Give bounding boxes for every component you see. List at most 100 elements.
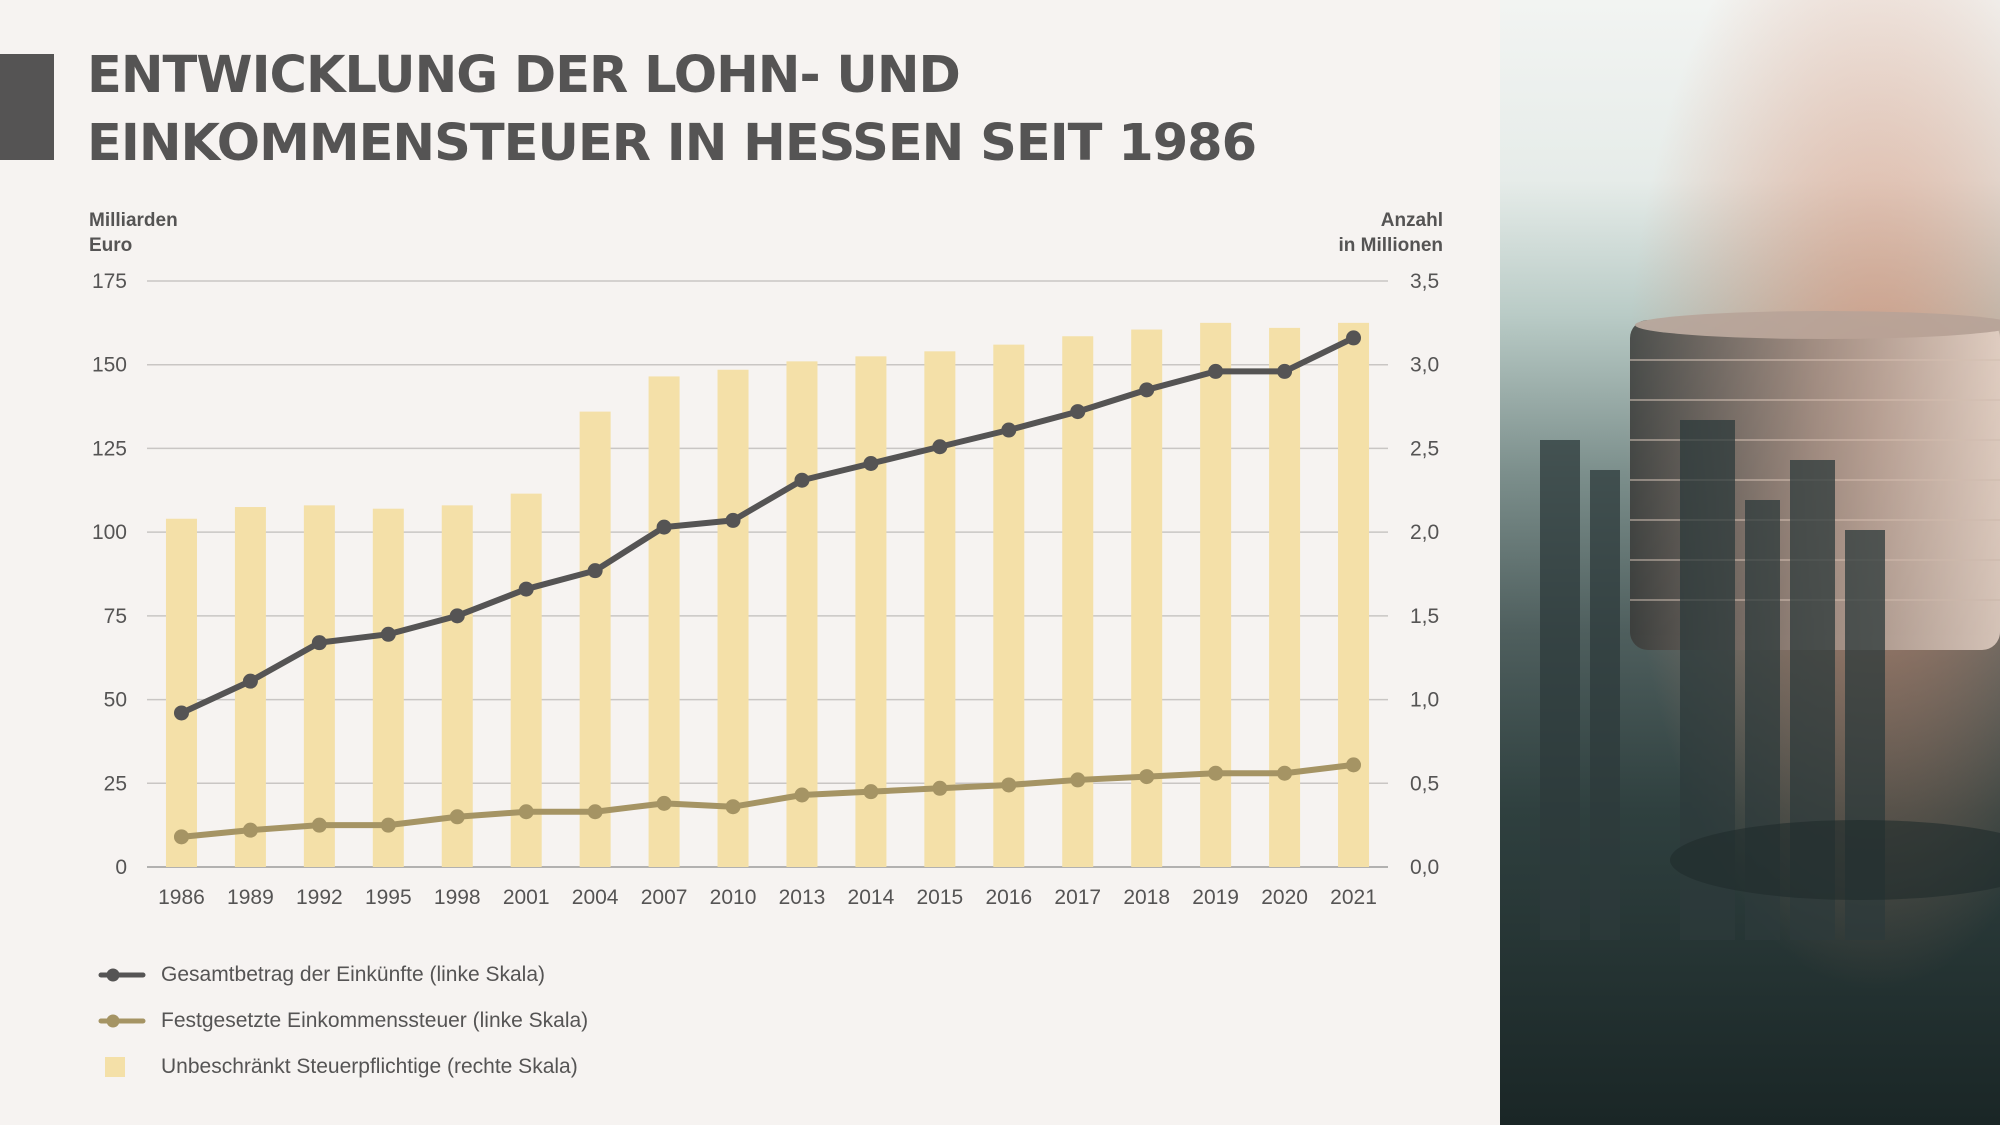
data-point bbox=[380, 817, 396, 833]
data-point bbox=[656, 519, 672, 535]
data-point bbox=[1139, 382, 1155, 398]
data-point bbox=[1070, 404, 1086, 420]
data-point bbox=[1139, 769, 1155, 785]
left-axis-title: Milliarden Euro bbox=[89, 208, 178, 258]
data-point bbox=[725, 799, 741, 815]
bar bbox=[165, 518, 197, 867]
chart-title-line-2: EINKOMMENSTEUER IN HESSEN SEIT 1986 bbox=[87, 114, 1257, 173]
y-left-tick-label: 0 bbox=[115, 856, 127, 879]
bar bbox=[579, 411, 611, 867]
chart-title-line-1: ENTWICKLUNG DER LOHN- UND bbox=[87, 46, 961, 105]
data-point bbox=[932, 780, 948, 796]
data-point bbox=[173, 829, 189, 845]
data-point bbox=[1346, 757, 1362, 773]
x-tick-label: 2019 bbox=[1192, 886, 1239, 909]
x-tick-label: 2001 bbox=[503, 886, 550, 909]
bar bbox=[1338, 322, 1370, 867]
bar bbox=[717, 369, 749, 867]
data-point bbox=[242, 822, 258, 838]
y-left-tick-label: 25 bbox=[104, 772, 127, 795]
x-tick-label: 2020 bbox=[1261, 886, 1308, 909]
bar bbox=[1269, 327, 1301, 867]
bar bbox=[1131, 329, 1163, 867]
data-point bbox=[932, 439, 948, 455]
x-tick-label: 2007 bbox=[641, 886, 688, 909]
legend-line-marker-icon bbox=[98, 968, 146, 982]
legend-dot bbox=[106, 968, 120, 982]
x-tick-label: 1998 bbox=[434, 886, 481, 909]
data-point bbox=[587, 804, 603, 820]
left-axis-title-line-2: Euro bbox=[89, 235, 133, 256]
series-line bbox=[178, 334, 1357, 716]
data-point bbox=[311, 817, 327, 833]
legend-item-gesamtbetrag: Gesamtbetrag der Einkünfte (linke Skala) bbox=[97, 952, 588, 998]
x-tick-label: 2004 bbox=[572, 886, 619, 909]
data-point bbox=[794, 472, 810, 488]
y-right-tick-label: 0,0 bbox=[1410, 856, 1439, 879]
x-tick-label: 2014 bbox=[848, 886, 895, 909]
data-point bbox=[311, 635, 327, 651]
y-left-tick-label: 50 bbox=[104, 689, 127, 712]
chart-title: ENTWICKLUNG DER LOHN- UND EINKOMMENSTEUE… bbox=[87, 42, 1257, 178]
data-point bbox=[1346, 330, 1362, 346]
x-tick-label: 2017 bbox=[1054, 886, 1101, 909]
x-tick-label: 2015 bbox=[917, 886, 964, 909]
y-right-tick-label: 3,5 bbox=[1410, 270, 1439, 293]
bar bbox=[372, 508, 404, 867]
coins-photo-illustration bbox=[1500, 0, 2000, 1125]
bar bbox=[303, 505, 335, 867]
y-right-tick-label: 1,0 bbox=[1410, 689, 1439, 712]
y-right-tick-label: 2,0 bbox=[1410, 521, 1439, 544]
data-point bbox=[863, 784, 879, 800]
x-tick-label: 1989 bbox=[227, 886, 274, 909]
bar bbox=[441, 505, 473, 867]
x-tick-label: 1995 bbox=[365, 886, 412, 909]
bar bbox=[648, 376, 680, 867]
data-point bbox=[242, 673, 258, 689]
data-point bbox=[518, 581, 534, 597]
x-tick-label: 1992 bbox=[296, 886, 343, 909]
right-axis-title-line-1: Anzahl bbox=[1380, 210, 1443, 231]
legend-label: Gesamtbetrag der Einkünfte (linke Skala) bbox=[161, 963, 546, 986]
legend-swatch bbox=[105, 1057, 125, 1077]
bar bbox=[786, 361, 818, 867]
data-point bbox=[380, 626, 396, 642]
legend-line-marker-icon bbox=[98, 1014, 146, 1028]
data-point bbox=[863, 455, 879, 471]
legend-item-steuerpflichtige: Unbeschränkt Steuerpflichtige (rechte Sk… bbox=[97, 1044, 588, 1090]
right-axis-title: Anzahl in Millionen bbox=[1339, 208, 1444, 258]
data-point bbox=[449, 608, 465, 624]
data-point bbox=[1277, 363, 1293, 379]
legend-item-einkommenssteuer: Festgesetzte Einkommenssteuer (linke Ska… bbox=[97, 998, 588, 1044]
coin-reflection bbox=[1670, 820, 2000, 900]
y-right-tick-label: 0,5 bbox=[1410, 772, 1439, 795]
coins-city-photo bbox=[1500, 0, 2000, 1125]
y-right-tick-label: 3,0 bbox=[1410, 354, 1439, 377]
data-point bbox=[1208, 363, 1224, 379]
data-point bbox=[1070, 772, 1086, 788]
bar bbox=[855, 356, 887, 867]
title-accent-bar bbox=[0, 54, 54, 160]
data-point bbox=[1001, 777, 1017, 793]
data-point bbox=[1277, 765, 1293, 781]
legend: Gesamtbetrag der Einkünfte (linke Skala)… bbox=[97, 952, 588, 1090]
y-left-tick-label: 175 bbox=[92, 270, 127, 293]
x-tick-label: 2013 bbox=[779, 886, 826, 909]
x-tick-label: 2010 bbox=[710, 886, 757, 909]
data-point bbox=[1001, 422, 1017, 438]
x-tick-label: 1986 bbox=[158, 886, 205, 909]
y-left-tick-label: 100 bbox=[92, 521, 127, 544]
data-point bbox=[725, 512, 741, 528]
x-tick-label: 2018 bbox=[1123, 886, 1170, 909]
legend-label: Festgesetzte Einkommenssteuer (linke Ska… bbox=[161, 1009, 589, 1032]
data-point bbox=[449, 809, 465, 825]
data-point bbox=[173, 705, 189, 721]
data-point bbox=[1208, 765, 1224, 781]
y-left-tick-label: 125 bbox=[92, 437, 127, 460]
series-line bbox=[178, 761, 1357, 840]
y-left-tick-label: 75 bbox=[104, 605, 127, 628]
right-axis-title-line-2: in Millionen bbox=[1338, 235, 1444, 256]
legend-dot bbox=[106, 1014, 120, 1028]
y-left-tick-label: 150 bbox=[92, 354, 127, 377]
y-right-tick-label: 1,5 bbox=[1410, 605, 1439, 628]
